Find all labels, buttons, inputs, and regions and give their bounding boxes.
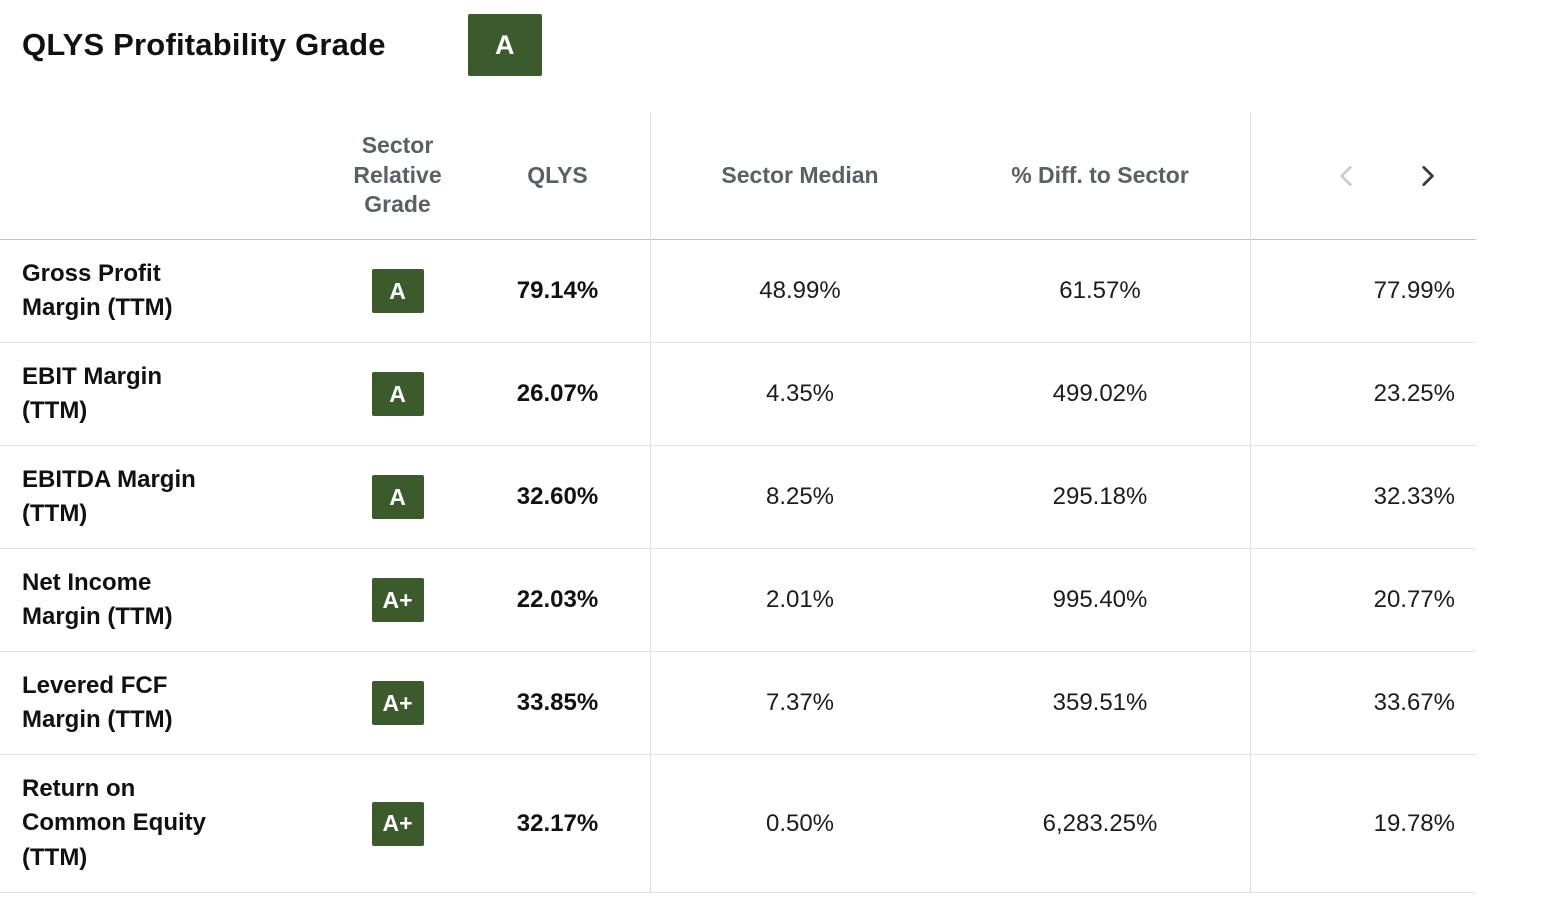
qlys-value: 32.17% <box>516 809 599 837</box>
metric-label: Levered FCF Margin (TTM) <box>22 671 173 733</box>
pct-diff-value: 359.51% <box>1052 689 1148 716</box>
grade-cell: A <box>330 475 465 519</box>
pct-diff-value: 6,283.25% <box>1042 809 1158 837</box>
table-row: EBIT Margin (TTM) A 26.07% 4.35% 499.02%… <box>0 343 1476 446</box>
pct-diff-value: 995.40% <box>1052 586 1148 613</box>
grade-badge: A <box>371 475 424 519</box>
table-row: Return on Common Equity (TTM) A+ 32.17% … <box>0 755 1476 893</box>
sector-median-value: 4.35% <box>765 380 835 407</box>
pct-diff-value: 61.57% <box>1059 277 1141 304</box>
metric-label: Gross Profit Margin (TTM) <box>22 259 173 321</box>
extra-column-value: 23.25% <box>1373 380 1455 407</box>
qlys-value: 26.07% <box>516 380 599 407</box>
grade-badge: A+ <box>371 681 424 725</box>
table-row: Net Income Margin (TTM) A+ 22.03% 2.01% … <box>0 549 1476 652</box>
chevron-left-icon[interactable] <box>1332 161 1362 191</box>
metric-label: EBITDA Margin (TTM) <box>22 465 196 527</box>
pct-diff-value: 499.02% <box>1052 380 1148 407</box>
profitability-grade-table: Sector Relative Grade QLYS Sector Median… <box>0 112 1476 893</box>
grade-badge: A+ <box>371 578 424 622</box>
qlys-value: 32.60% <box>516 483 599 510</box>
metric-label: Return on Common Equity (TTM) <box>22 775 206 871</box>
header-qlys: QLYS <box>527 161 588 188</box>
grade-cell: A+ <box>330 681 465 725</box>
title-row: QLYS Profitability Grade A <box>0 0 1552 78</box>
extra-column-value: 20.77% <box>1373 586 1455 613</box>
column-divider <box>1250 112 1251 893</box>
grade-badge: A+ <box>371 801 424 846</box>
grade-cell: A <box>330 372 465 416</box>
sector-median-value: 2.01% <box>765 586 835 613</box>
table-header-row: Sector Relative Grade QLYS Sector Median… <box>0 112 1476 240</box>
grade-badge: A <box>371 269 424 313</box>
grade-cell: A+ <box>330 578 465 622</box>
page-title: QLYS Profitability Grade <box>22 27 386 62</box>
sector-median-value: 8.25% <box>765 483 835 510</box>
metric-label: Net Income Margin (TTM) <box>22 568 173 630</box>
sector-median-value: 7.37% <box>765 689 835 716</box>
qlys-value: 33.85% <box>516 689 599 716</box>
column-divider <box>650 112 651 893</box>
grade-badge: A <box>371 372 424 416</box>
grade-cell: A+ <box>330 801 465 846</box>
header-pct-diff-to-sector: % Diff. to Sector <box>1011 161 1189 188</box>
chevron-right-icon[interactable] <box>1412 161 1442 191</box>
extra-column-value: 19.78% <box>1373 809 1455 837</box>
sector-median-value: 48.99% <box>759 277 841 304</box>
sector-median-value: 0.50% <box>765 809 835 837</box>
extra-column-value: 32.33% <box>1373 483 1455 510</box>
table-row: EBITDA Margin (TTM) A 32.60% 8.25% 295.1… <box>0 446 1476 549</box>
extra-column-value: 33.67% <box>1373 689 1455 716</box>
table-row: Levered FCF Margin (TTM) A+ 33.85% 7.37%… <box>0 652 1476 755</box>
qlys-value: 22.03% <box>516 586 599 613</box>
metric-label: EBIT Margin (TTM) <box>22 362 163 424</box>
header-sector-median: Sector Median <box>721 161 879 188</box>
grade-cell: A <box>330 269 465 313</box>
table-row: Gross Profit Margin (TTM) A 79.14% 48.99… <box>0 240 1476 343</box>
overall-grade-badge: A <box>467 14 542 76</box>
qlys-value: 79.14% <box>516 277 599 304</box>
column-pager <box>1250 161 1476 191</box>
pct-diff-value: 295.18% <box>1052 483 1148 510</box>
extra-column-value: 77.99% <box>1373 277 1455 304</box>
header-sector-relative-grade: Sector Relative Grade <box>353 132 442 218</box>
